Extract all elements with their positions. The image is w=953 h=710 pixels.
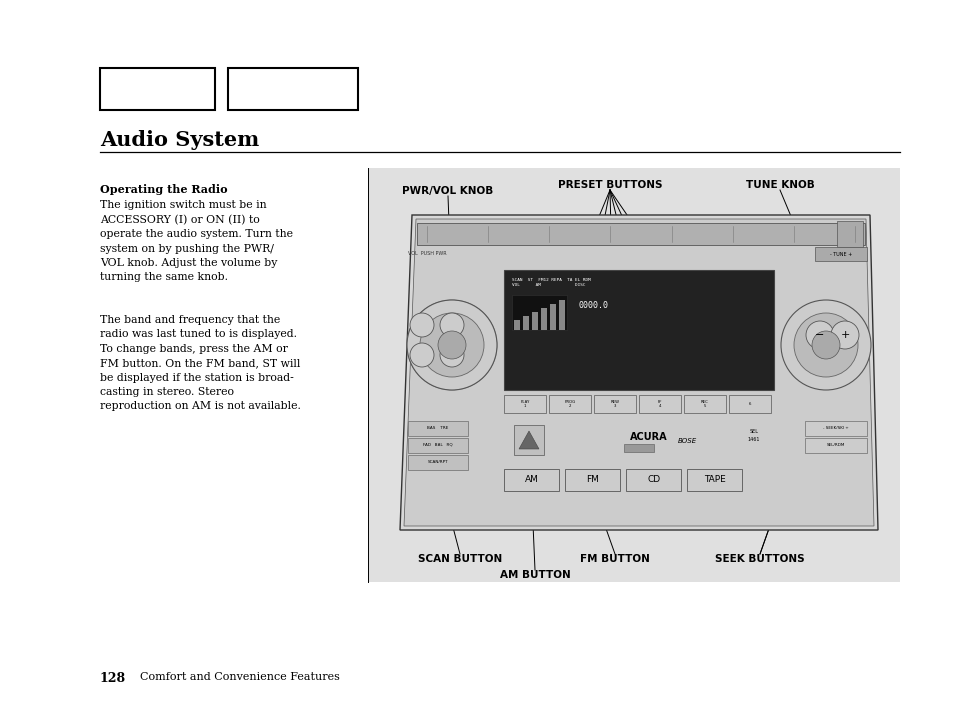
Text: SEL/RDM: SEL/RDM <box>826 443 844 447</box>
Text: PLAY
1: PLAY 1 <box>519 400 529 408</box>
Bar <box>564 469 619 491</box>
Bar <box>548 395 590 413</box>
Bar <box>558 300 564 330</box>
Bar <box>814 247 866 261</box>
Text: - TUNE +: - TUNE + <box>829 251 851 256</box>
Bar <box>625 469 680 491</box>
Circle shape <box>419 313 483 377</box>
Text: 6: 6 <box>748 402 750 406</box>
Text: SCAN BUTTON: SCAN BUTTON <box>417 554 501 564</box>
Bar <box>804 438 866 453</box>
Bar <box>550 304 556 330</box>
Text: BOSE: BOSE <box>677 438 696 444</box>
Circle shape <box>811 331 840 359</box>
Bar <box>100 68 214 110</box>
Text: CD: CD <box>646 476 659 484</box>
Text: PWR/VOL KNOB: PWR/VOL KNOB <box>402 186 493 196</box>
Text: PRESET BUTTONS: PRESET BUTTONS <box>558 180 661 190</box>
Text: FF
4: FF 4 <box>657 400 661 408</box>
Bar <box>836 221 862 247</box>
Bar <box>416 223 864 245</box>
Bar <box>514 320 519 330</box>
Text: FM BUTTON: FM BUTTON <box>579 554 649 564</box>
Bar <box>503 469 558 491</box>
Text: REW
3: REW 3 <box>610 400 618 408</box>
Text: ACURA: ACURA <box>630 432 667 442</box>
Text: The ignition switch must be in
ACCESSORY (I) or ON (II) to
operate the audio sys: The ignition switch must be in ACCESSORY… <box>100 200 293 283</box>
Circle shape <box>830 321 858 349</box>
Text: BAS    TRE: BAS TRE <box>427 426 448 430</box>
Bar <box>594 395 636 413</box>
Text: AM BUTTON: AM BUTTON <box>499 570 570 580</box>
Text: 128: 128 <box>100 672 126 685</box>
Text: Comfort and Convenience Features: Comfort and Convenience Features <box>140 672 339 682</box>
Text: REC
5: REC 5 <box>700 400 708 408</box>
Bar <box>532 312 537 330</box>
Circle shape <box>410 343 434 367</box>
Bar <box>368 168 899 582</box>
Bar <box>228 68 357 110</box>
Text: SEEK BUTTONS: SEEK BUTTONS <box>715 554 804 564</box>
Circle shape <box>437 331 465 359</box>
Circle shape <box>781 300 870 390</box>
Polygon shape <box>399 215 877 530</box>
Bar <box>408 438 468 453</box>
Bar <box>522 316 529 330</box>
Text: FAD   BAL   RQ: FAD BAL RQ <box>423 443 453 447</box>
Text: −: − <box>815 330 823 340</box>
Bar <box>804 421 866 436</box>
Bar <box>728 395 770 413</box>
Bar <box>512 295 566 330</box>
Text: - SEEK/SKI +: - SEEK/SKI + <box>822 426 848 430</box>
Text: Audio System: Audio System <box>100 130 259 150</box>
Bar <box>540 308 546 330</box>
Bar <box>408 455 468 470</box>
Bar <box>623 444 654 452</box>
Bar <box>503 395 545 413</box>
Text: TAPE: TAPE <box>703 476 725 484</box>
Text: AM: AM <box>524 476 537 484</box>
Bar <box>683 395 725 413</box>
Text: FM: FM <box>585 476 598 484</box>
Text: Operating the Radio: Operating the Radio <box>100 184 228 195</box>
Text: +: + <box>840 330 849 340</box>
Circle shape <box>793 313 857 377</box>
Text: SCAN  ST  FM12 REPA  TA EL RDM
VOL      AM             DISC: SCAN ST FM12 REPA TA EL RDM VOL AM DISC <box>512 278 590 288</box>
Text: VOL  PUSH PWR: VOL PUSH PWR <box>408 251 446 256</box>
Text: 1461: 1461 <box>747 437 760 442</box>
Text: PROG
2: PROG 2 <box>564 400 575 408</box>
Circle shape <box>410 313 434 337</box>
Bar <box>639 395 680 413</box>
Circle shape <box>439 313 463 337</box>
Polygon shape <box>518 431 538 449</box>
Circle shape <box>407 300 497 390</box>
Text: SCAN/RPT: SCAN/RPT <box>427 460 448 464</box>
Circle shape <box>439 343 463 367</box>
Bar <box>408 421 468 436</box>
Bar <box>514 425 543 455</box>
Bar <box>503 270 773 390</box>
Text: 0000.0: 0000.0 <box>578 300 608 310</box>
Polygon shape <box>403 219 873 526</box>
Circle shape <box>805 321 833 349</box>
Bar <box>686 469 741 491</box>
Text: TUNE KNOB: TUNE KNOB <box>745 180 814 190</box>
Text: The band and frequency that the
radio was last tuned to is displayed.
To change : The band and frequency that the radio wa… <box>100 315 300 411</box>
Text: SEL: SEL <box>749 429 758 434</box>
